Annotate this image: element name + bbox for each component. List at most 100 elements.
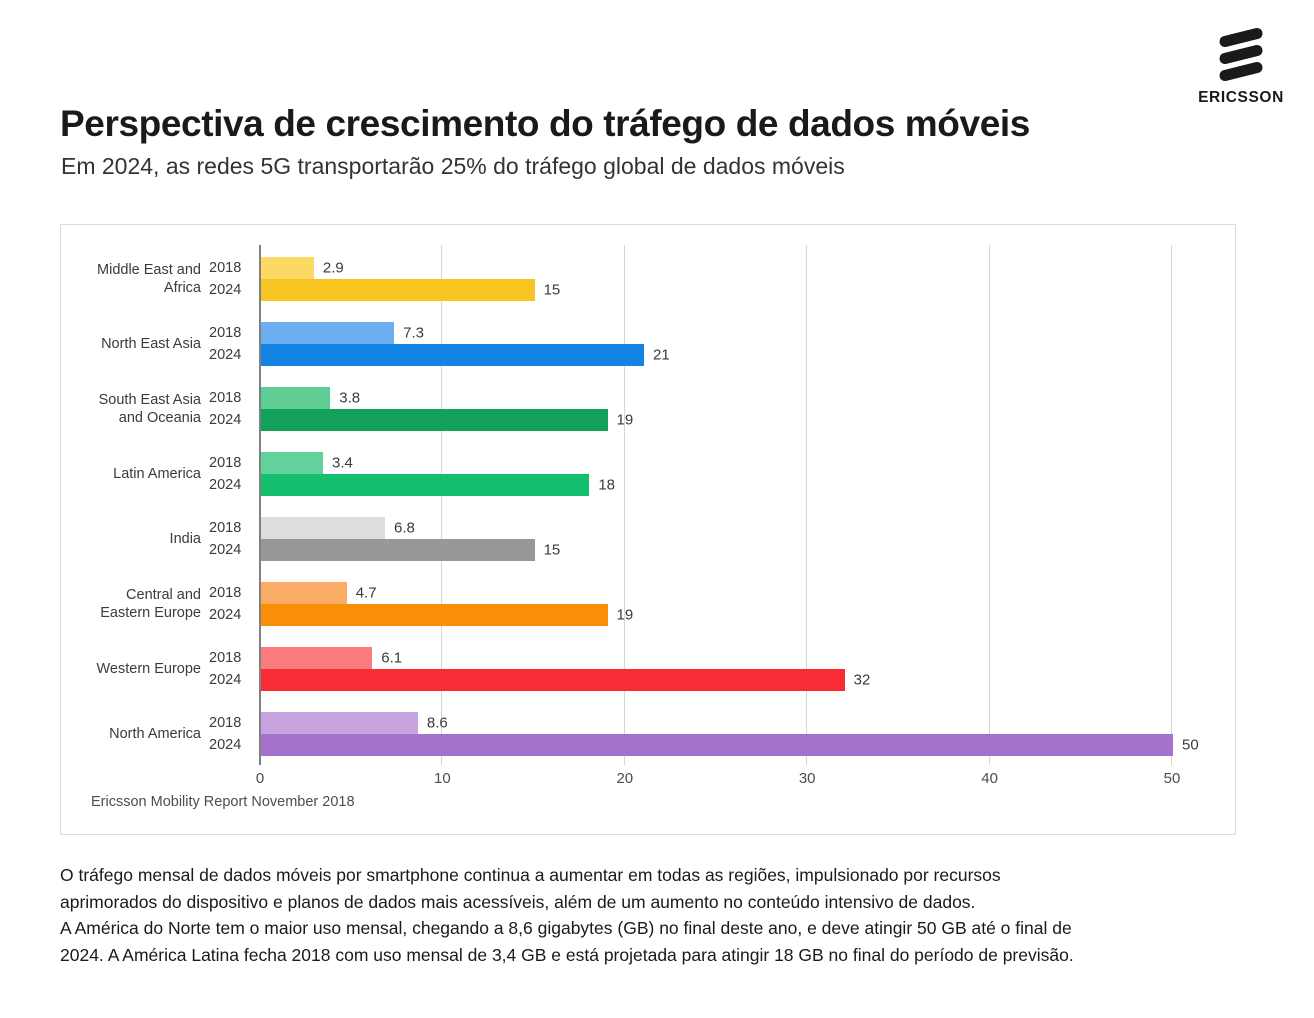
bar-value-label: 19	[616, 411, 634, 429]
gridline-50	[1171, 245, 1172, 765]
year-label: 2024	[209, 347, 242, 363]
x-tick-label: 50	[1163, 770, 1181, 787]
bar-2018[interactable]	[261, 322, 395, 344]
region-label-line: Africa	[163, 280, 201, 296]
bar-2024[interactable]	[261, 474, 590, 496]
chart-group: Western Europe 2018 2024 6.1 32	[61, 639, 1235, 699]
region-label-line: Central and	[126, 587, 201, 603]
x-tick-label: 20	[616, 770, 634, 787]
gridline-40	[988, 245, 990, 765]
footer-line-4: 2024. A América Latina fecha 2018 com us…	[60, 944, 1074, 965]
bar-pair: 3.8 19	[261, 379, 1235, 439]
bar-value-label: 3.8	[339, 389, 361, 407]
bar-2024[interactable]	[261, 669, 845, 691]
bar-2018[interactable]	[261, 257, 314, 279]
year-label: 2018	[209, 650, 242, 666]
bar-value-label: 6.1	[381, 649, 403, 667]
year-label: 2018	[209, 585, 242, 601]
x-tick-label: 40	[981, 770, 998, 787]
region-label-line: Western Europe	[96, 661, 201, 677]
chart-group: North East Asia 2018 2024 7.3 21	[61, 314, 1235, 374]
bar-2018[interactable]	[261, 647, 373, 669]
chart-group: Middle East and Africa 2018 2024 2.9 15	[61, 249, 1235, 309]
bar-value-label: 4.7	[355, 584, 377, 602]
ericsson-logo-mark	[1211, 26, 1271, 84]
region-label-line: Latin America	[113, 466, 201, 482]
region-label: North East Asia	[61, 335, 201, 353]
region-label-line: Eastern Europe	[100, 605, 201, 621]
bar-value-label: 15	[543, 541, 561, 559]
region-label-line: India	[169, 531, 201, 547]
chart-plot-area: 0 10 20 30 40 50 Middle East and Africa 2018 2024…	[61, 225, 1235, 834]
page-title: Perspectiva de crescimento do tráfego de…	[60, 103, 1030, 144]
bar-pair: 8.6 50	[261, 704, 1235, 764]
region-label-line: and Oceania	[118, 410, 201, 426]
bar-2024[interactable]	[261, 409, 608, 431]
year-label: 2024	[209, 607, 242, 623]
bar-value-label: 50	[1182, 736, 1199, 754]
region-label: Central and Eastern Europe	[61, 586, 201, 622]
chart-container: 0 10 20 30 40 50 Middle East and Africa 2018 2024…	[60, 224, 1236, 835]
region-label: Latin America	[61, 465, 201, 483]
year-label: 2024	[209, 737, 242, 753]
year-label: 2018	[209, 390, 242, 406]
year-labels: 2018 2024	[209, 322, 253, 366]
year-label: 2024	[209, 542, 242, 558]
bar-2024[interactable]	[261, 279, 535, 301]
year-labels: 2018 2024	[209, 387, 253, 431]
bar-2018[interactable]	[261, 712, 418, 734]
bar-2024[interactable]	[261, 344, 645, 366]
year-labels: 2018 2024	[209, 647, 253, 691]
year-labels: 2018 2024	[209, 712, 253, 756]
year-label: 2024	[209, 412, 242, 428]
bar-value-label: 32	[853, 671, 871, 689]
bar-2024[interactable]	[261, 604, 608, 626]
bar-value-label: 7.3	[403, 324, 424, 342]
bar-2018[interactable]	[261, 582, 347, 604]
gridline-20	[623, 245, 625, 765]
x-tick-label: 10	[434, 770, 451, 787]
ericsson-wordmark: ERICSSON	[1198, 89, 1284, 106]
chart-group: India 2018 2024 6.8 15	[61, 509, 1235, 569]
region-label-line: North America	[109, 726, 201, 742]
gridline-10	[441, 245, 443, 765]
region-label-line: South East Asia	[98, 392, 201, 408]
year-label: 2024	[209, 282, 242, 298]
chart-group: Latin America 2018 2024 3.4 18	[61, 444, 1235, 504]
year-labels: 2018 2024	[209, 257, 253, 301]
bar-2018[interactable]	[261, 387, 331, 409]
region-label-line: North East Asia	[101, 336, 201, 352]
bar-2018[interactable]	[261, 517, 386, 539]
bar-value-label: 18	[598, 476, 615, 494]
year-labels: 2018 2024	[209, 582, 253, 626]
bar-value-label: 3.4	[332, 454, 353, 472]
year-labels: 2018 2024	[209, 517, 253, 561]
bar-2024[interactable]	[261, 734, 1173, 756]
footer-line-3: A América do Norte tem o maior uso mensa…	[60, 918, 1072, 938]
bar-value-label: 6.8	[394, 519, 415, 537]
footer-line-1: O tráfego mensal de dados móveis por sma…	[60, 865, 1001, 885]
bar-pair: 4.7 19	[261, 574, 1235, 634]
year-labels: 2018 2024	[209, 452, 253, 496]
bar-value-label: 8.6	[426, 714, 448, 732]
year-label: 2018	[209, 455, 242, 471]
year-label: 2018	[209, 325, 242, 341]
footer-paragraph: O tráfego mensal de dados móveis por sma…	[60, 862, 1260, 968]
bar-pair: 6.1 32	[261, 639, 1235, 699]
page-subtitle: Em 2024, as redes 5G transportarão 25% d…	[61, 153, 845, 179]
region-label-line: Middle East and	[97, 262, 201, 278]
x-tick-label: 30	[798, 770, 816, 787]
bar-pair: 3.4 18	[261, 444, 1235, 504]
bar-value-label: 15	[543, 281, 561, 299]
bar-2018[interactable]	[261, 452, 324, 474]
region-label: North America	[61, 725, 201, 743]
footer-line-2: aprimorados do dispositivo e planos de d…	[60, 891, 976, 912]
gridline-30	[806, 245, 808, 765]
region-label: India	[61, 530, 201, 548]
x-tick-label: 0	[255, 770, 265, 787]
region-label: South East Asia and Oceania	[61, 391, 201, 427]
region-label: Middle East and Africa	[61, 261, 201, 297]
bar-pair: 2.9 15	[261, 249, 1235, 309]
bar-2024[interactable]	[261, 539, 535, 561]
y-axis-line	[259, 245, 261, 765]
